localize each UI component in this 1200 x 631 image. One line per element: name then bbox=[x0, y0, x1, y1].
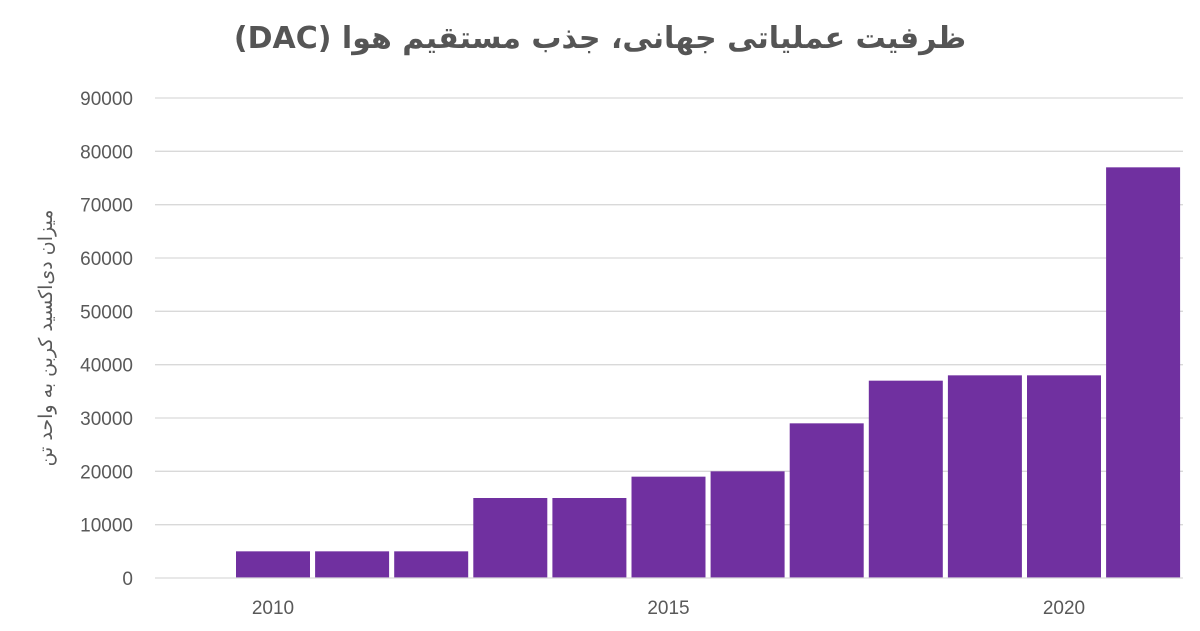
y-axis-label: میزان دی‌اکسید کربن به واحد تن bbox=[35, 210, 57, 467]
chart-title: ظرفیت عملیاتی جهانی، جذب مستقیم هوا (DAC… bbox=[234, 21, 966, 56]
bar bbox=[315, 551, 390, 578]
bar bbox=[1027, 375, 1101, 578]
x-tick-label: 2015 bbox=[647, 598, 689, 619]
bar bbox=[1106, 167, 1181, 579]
gridlines bbox=[155, 97, 1183, 526]
y-axis-ticks: 0 10000 20000 30000 40000 50000 60000 70000 8000… bbox=[80, 89, 133, 590]
bar bbox=[394, 551, 469, 578]
y-tick-label: 50000 bbox=[80, 302, 133, 323]
bars bbox=[236, 167, 1181, 579]
y-tick-label: 60000 bbox=[80, 249, 133, 270]
x-tick-label: 2020 bbox=[1043, 598, 1085, 619]
y-tick-label: 80000 bbox=[80, 142, 133, 163]
y-tick-label: 10000 bbox=[80, 516, 133, 537]
y-tick-label: 70000 bbox=[80, 196, 133, 217]
y-tick-label: 90000 bbox=[80, 89, 133, 110]
bar bbox=[868, 380, 943, 578]
x-axis-ticks: 2010 2015 2020 bbox=[252, 598, 1085, 619]
y-tick-label: 30000 bbox=[80, 409, 133, 430]
bar bbox=[473, 498, 548, 578]
bar bbox=[710, 471, 785, 578]
bar bbox=[552, 498, 627, 578]
bar bbox=[631, 476, 706, 578]
bar bbox=[236, 551, 310, 578]
bar bbox=[789, 423, 864, 578]
x-tick-label: 2010 bbox=[252, 598, 294, 619]
y-tick-label: 20000 bbox=[80, 462, 133, 483]
y-tick-label: 0 bbox=[122, 569, 133, 590]
y-tick-label: 40000 bbox=[80, 356, 133, 377]
bar bbox=[947, 375, 1022, 578]
